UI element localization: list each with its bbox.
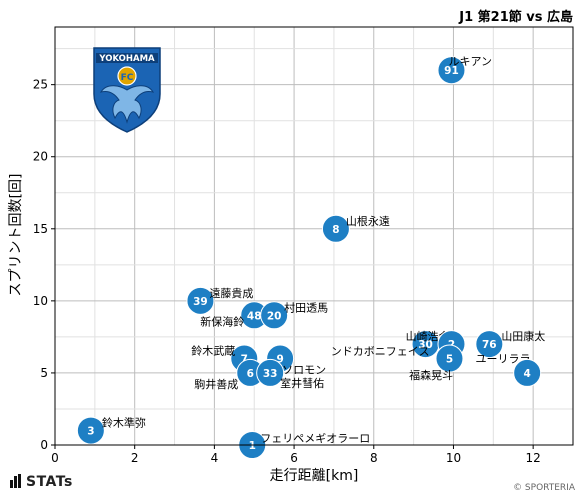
emblem-banner [96, 53, 158, 63]
point-number: 3 [87, 426, 94, 438]
yokohama-fc-emblem: YOKOHAMA FC [93, 47, 161, 133]
point-label: 村田透馬 [284, 300, 328, 314]
team-logo: YOKOHAMA FC [93, 47, 161, 133]
point-marker [513, 358, 542, 387]
y-tick-label: 20 [33, 150, 48, 164]
y-axis-label: スプリント回数[回] [8, 174, 24, 297]
point-number: 9 [276, 354, 283, 366]
point-number: 1 [249, 440, 256, 452]
emblem-badge [117, 66, 137, 86]
point-number: 5 [446, 354, 453, 366]
data-point: 8 山根永遠 [321, 214, 390, 243]
point-number: 48 [247, 310, 262, 322]
x-tick-label: 0 [51, 451, 59, 465]
point-label: ンドカボニフェイス [331, 345, 430, 358]
point-number: 39 [193, 296, 208, 308]
data-point: 76 山田康太 [475, 329, 545, 359]
point-label: 新保海鈴 [200, 314, 244, 328]
y-tick-label: 15 [33, 222, 48, 236]
point-number: 33 [263, 368, 278, 380]
point-label: 山根永遠 [346, 214, 390, 228]
x-tick-label: 10 [446, 451, 461, 465]
y-tick-label: 10 [33, 294, 48, 308]
x-tick-label: 8 [370, 451, 378, 465]
point-label: 室井彗佑 [280, 376, 324, 390]
phoenix-icon [99, 85, 155, 124]
point-label: 山田康太 [501, 329, 545, 343]
point-label: 駒井善成 [194, 377, 238, 391]
point-number: 7 [241, 354, 248, 366]
data-point: 3 鈴木準弥 [76, 416, 146, 445]
emblem-badge-text: FC [121, 73, 134, 83]
y-tick-label: 5 [40, 366, 48, 380]
y-tick-label: 0 [40, 438, 48, 452]
copyright-credit: © SPORTERIA [513, 483, 575, 493]
point-marker [186, 286, 215, 315]
point-marker [475, 330, 504, 359]
x-tick-label: 4 [211, 451, 219, 465]
bars-icon [10, 474, 22, 492]
point-number: 91 [444, 65, 459, 77]
point-marker [260, 301, 289, 330]
point-label: フェリペメギオラーロ [260, 432, 370, 445]
stats-brand-logo: STATs [10, 474, 73, 492]
data-point: 1 フェリペメギオラーロ [238, 431, 370, 459]
point-number: 6 [247, 368, 254, 380]
x-tick-label: 2 [131, 451, 139, 465]
point-number: 4 [524, 368, 531, 380]
point-marker [435, 344, 464, 373]
point-label: 福森晃斗 [409, 368, 453, 382]
point-label: ユーリララ [475, 353, 530, 366]
x-tick-label: 12 [526, 451, 541, 465]
point-label: 鈴木武蔵 [191, 344, 235, 358]
plot-frame [54, 26, 574, 446]
point-marker [437, 56, 466, 85]
brand-text: STATs [26, 474, 73, 490]
data-point: 4 福森晃斗 [409, 358, 542, 387]
data-point: 5 ユーリララ [435, 344, 530, 373]
point-number: 20 [267, 310, 282, 322]
point-number: 8 [332, 224, 339, 236]
y-tick-label: 25 [33, 78, 48, 92]
point-label: 鈴木準弥 [102, 416, 146, 430]
point-number: 30 [418, 339, 433, 351]
x-tick-label: 6 [290, 451, 298, 465]
emblem-text: YOKOHAMA [98, 54, 155, 64]
point-label: ルキアン [448, 55, 492, 68]
point-marker [321, 214, 350, 243]
grid-lines [55, 27, 573, 445]
data-point: 6 駒井善成 [194, 358, 265, 391]
point-number: 76 [482, 339, 497, 351]
point-marker [76, 416, 105, 445]
point-label: 遠藤貴成 [209, 286, 253, 300]
chart-title: J1 第21節 vs 広島 [458, 9, 573, 25]
x-axis-label: 走行距離[km] [270, 467, 359, 484]
point-marker [256, 358, 285, 387]
data-points: 91ルキアン8山根永遠39遠藤貴成48新保海鈴20村田透馬30山崎浩介2ンドカボ… [76, 55, 545, 459]
